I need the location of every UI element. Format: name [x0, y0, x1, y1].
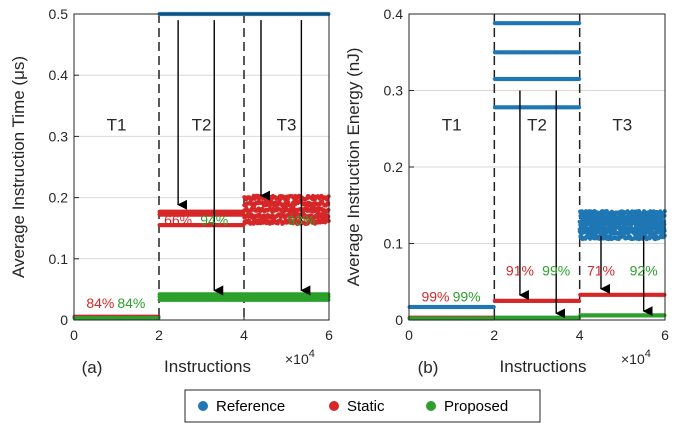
- percent-label: 99%: [421, 289, 449, 305]
- plot-frame: [73, 13, 330, 321]
- y-tick-label: 0.1: [49, 251, 69, 267]
- y-tick-label: 0.1: [384, 236, 404, 252]
- percent-label: 84%: [117, 295, 145, 311]
- percent-label: 94%: [200, 212, 228, 228]
- legend-label-reference: Reference: [216, 398, 285, 415]
- data-point: [577, 298, 582, 303]
- data-point: [662, 292, 667, 297]
- series-proposed: [72, 292, 331, 321]
- legend-label-proposed: Proposed: [444, 398, 508, 415]
- x-tick-label: 2: [490, 327, 498, 343]
- percent-label: 92%: [630, 263, 658, 279]
- x-tick-label: 0: [405, 327, 413, 343]
- percent-label: 84%: [86, 295, 114, 311]
- x-tick-label: 6: [325, 327, 333, 343]
- percent-label: 91%: [506, 263, 534, 279]
- data-point: [662, 226, 667, 231]
- y-axis-label: Average Instruction Energy (nJ): [344, 48, 363, 287]
- x-tick-label: 4: [576, 327, 584, 343]
- x-axis-label: Instructions: [500, 357, 587, 376]
- series-reference: [72, 11, 331, 319]
- data-point: [491, 304, 496, 310]
- legend-marker-reference: [198, 401, 208, 411]
- y-tick-label: 0.2: [49, 190, 69, 206]
- region-label: T2: [192, 115, 212, 134]
- y-tick-label: 0: [60, 312, 68, 328]
- legend: Reference Static Proposed: [184, 389, 541, 423]
- series-reference: [407, 21, 667, 310]
- chart-panel-a: 84% 84% 66% 94% 64% 93% T1 T2 T3 0 0.1 0.2 0.3 0.4 0.5…: [9, 6, 333, 377]
- data-point: [315, 215, 320, 220]
- panel-label: (b): [418, 358, 439, 377]
- y-tick-label: 0.4: [49, 67, 69, 83]
- data-point: [577, 21, 582, 26]
- percent-label: 71%: [587, 263, 615, 279]
- panel-label: (a): [82, 358, 103, 377]
- region-label: T1: [107, 115, 127, 134]
- x-multiplier: ×104: [285, 348, 315, 367]
- legend-marker-static: [329, 401, 339, 411]
- region-label: T1: [442, 115, 462, 134]
- x-axis-label: Instructions: [164, 357, 251, 376]
- y-tick-label: 0.2: [384, 159, 404, 175]
- data-point: [577, 76, 582, 82]
- data-point: [662, 313, 667, 318]
- percent-label: 99%: [453, 289, 481, 305]
- legend-box: [184, 389, 541, 423]
- x-tick-label: 4: [240, 327, 248, 343]
- x-tick-label: 0: [70, 327, 78, 343]
- y-tick-label: 0.5: [49, 6, 69, 22]
- data-point: [326, 207, 331, 212]
- y-axis-label: Average Instruction Time (μs): [9, 56, 28, 278]
- percent-label: 99%: [542, 263, 570, 279]
- percent-label: 64%: [247, 212, 275, 228]
- y-tick-label: 0.3: [49, 128, 69, 144]
- region-label: T3: [277, 115, 297, 134]
- y-tick-label: 0.4: [384, 6, 404, 22]
- x-tick-label: 6: [661, 327, 669, 343]
- percent-label: 66%: [164, 212, 192, 228]
- data-point: [326, 202, 331, 207]
- data-point: [326, 214, 331, 219]
- data-point: [577, 50, 582, 55]
- region-label: T2: [527, 115, 547, 134]
- x-multiplier: ×104: [621, 348, 651, 367]
- y-tick-label: 0.3: [384, 83, 404, 99]
- x-tick-label: 2: [155, 327, 163, 343]
- region-label: T3: [612, 115, 632, 134]
- percent-label: 93%: [287, 212, 315, 228]
- data-point: [628, 216, 634, 221]
- y-tick-label: 0: [395, 312, 403, 328]
- legend-marker-proposed: [426, 401, 436, 411]
- data-point: [577, 105, 582, 110]
- legend-label-static: Static: [347, 398, 385, 415]
- data-point: [326, 292, 331, 297]
